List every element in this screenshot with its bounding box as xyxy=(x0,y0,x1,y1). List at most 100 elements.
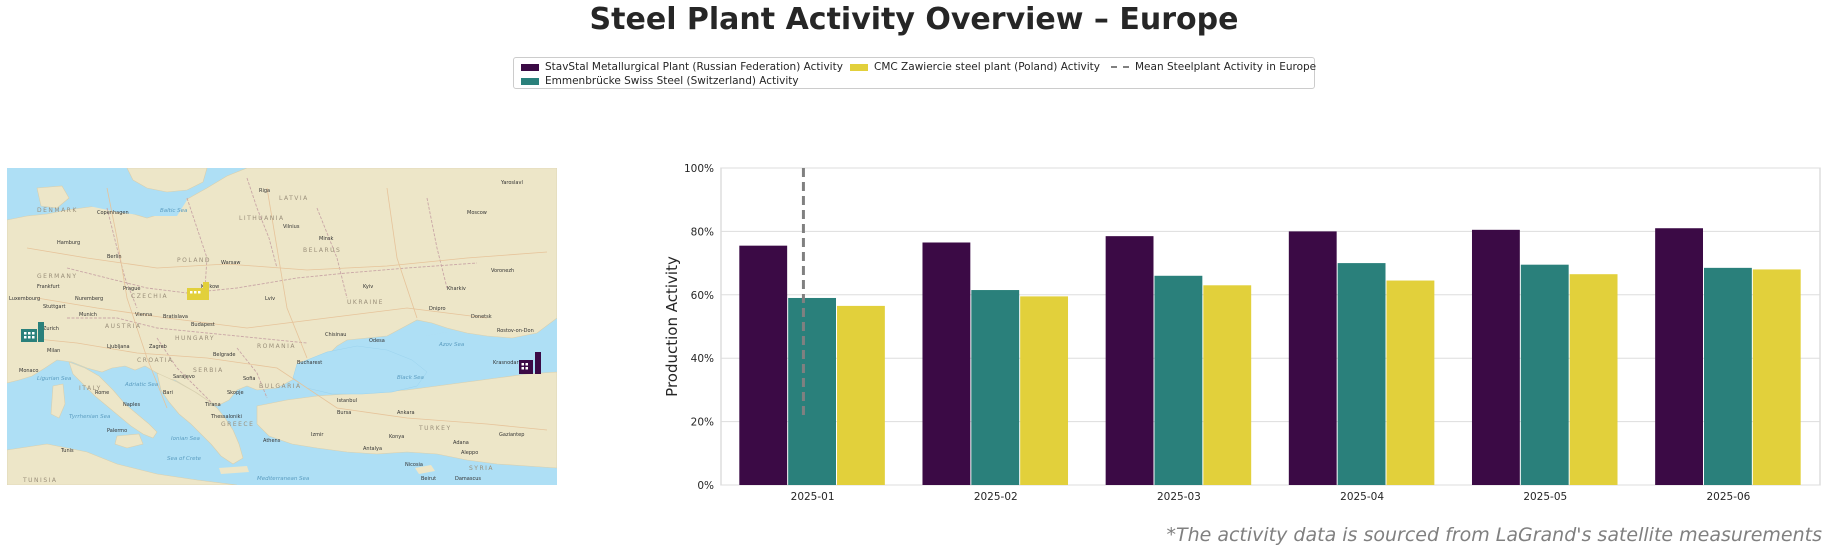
map-label-country: POLAND xyxy=(177,257,211,264)
map-label-city: Nicosia xyxy=(405,462,423,468)
map-label-city: Luxembourg xyxy=(9,296,40,302)
legend-swatch-zawiercie xyxy=(850,63,868,71)
bar-2025-01-stavstal xyxy=(739,245,788,485)
map-label-sea: Ionian Sea xyxy=(171,436,200,442)
map-label-country: LATVIA xyxy=(279,195,309,202)
map-label-city: Zagreb xyxy=(149,344,167,350)
map-label-city: Milan xyxy=(47,348,60,354)
map-label-city: Minsk xyxy=(319,236,333,242)
map-label-sea: Sea of Crete xyxy=(167,456,202,462)
map-label-city: Belgrade xyxy=(213,352,235,358)
map-label-country: TURKEY xyxy=(418,425,452,432)
map-label-city: Aleppo xyxy=(461,450,478,456)
map-label-city: Bratislava xyxy=(163,314,188,320)
x-tick-label: 2025-06 xyxy=(1706,491,1750,503)
map-land-sardinia xyxy=(50,383,66,419)
map-label-country: BULGARIA xyxy=(259,383,302,390)
map-label-city: Palermo xyxy=(107,428,127,434)
map-sea-labels: Baltic Sea Black Sea Azov Sea Tyrrhenian… xyxy=(37,208,465,482)
map-land-north-africa xyxy=(7,443,238,485)
map-label-sea: Mediterranean Sea xyxy=(257,476,310,482)
map-label-country: ROMANIA xyxy=(257,343,296,350)
map-label-country: SERBIA xyxy=(193,367,224,374)
map-label-sea: Ligurian Sea xyxy=(37,376,72,382)
bar-2025-06-zawiercie xyxy=(1752,269,1801,485)
map-label-city: Frankfurt xyxy=(37,284,60,290)
map-label-city: Nuremberg xyxy=(75,296,103,302)
legend-swatch-stavstal xyxy=(521,63,539,71)
map-label-city: Warsaw xyxy=(221,260,241,266)
map-label-city: Gaziantep xyxy=(499,432,524,438)
x-tick-label: 2025-04 xyxy=(1340,491,1384,503)
map-land-scandinavia xyxy=(126,168,208,193)
bar-2025-04-zawiercie xyxy=(1386,280,1435,485)
map-label-city: Krakow xyxy=(201,284,219,290)
factory-icon-chimney xyxy=(38,322,44,342)
bar-2025-06-emmenbrucke xyxy=(1703,267,1752,485)
bar-2025-01-emmenbrucke xyxy=(788,297,837,485)
map-label-country: HUNGARY xyxy=(175,335,215,342)
map-label-city: Ankara xyxy=(397,410,415,416)
map-label-country: CZECHIA xyxy=(131,293,168,300)
map-label-city: Moscow xyxy=(467,210,487,216)
map-label-country: CROATIA xyxy=(137,357,174,364)
map-label-city: Rome xyxy=(95,390,109,396)
map-label-city: Skopje xyxy=(227,390,244,396)
x-tick-label: 2025-03 xyxy=(1157,491,1201,503)
bar-2025-05-stavstal xyxy=(1471,229,1520,485)
map-label-country: LITHUANIA xyxy=(239,215,285,222)
map-label-city: Budapest xyxy=(191,322,215,328)
x-tick-labels: 2025-01 2025-02 2025-03 2025-04 2025-05 2025-… xyxy=(791,491,1751,503)
bars xyxy=(739,228,1801,486)
map-label-city: Berlin xyxy=(107,254,122,260)
x-tick-label: 2025-05 xyxy=(1523,491,1567,503)
factory-icon-chimney xyxy=(535,352,541,374)
x-tick-label: 2025-02 xyxy=(974,491,1018,503)
legend-label-zawiercie: CMC Zawiercie steel plant (Poland) Activ… xyxy=(874,61,1100,73)
map-label-country: AUSTRIA xyxy=(105,323,142,330)
legend-dash-mean xyxy=(1111,66,1129,68)
map-label-city: Naples xyxy=(123,402,140,408)
map-label-city: Adana xyxy=(453,440,469,446)
bar-2025-04-stavstal xyxy=(1288,231,1337,485)
legend-label-emmenbrucke: Emmenbrücke Swiss Steel (Switzerland) Ac… xyxy=(545,75,799,87)
bar-2025-01-zawiercie xyxy=(837,305,885,485)
y-tick-label: 20% xyxy=(691,417,714,429)
y-tick-label: 80% xyxy=(691,226,714,238)
map-label-city: Monaco xyxy=(19,368,38,374)
europe-map: Baltic Sea Black Sea Azov Sea Tyrrhenian… xyxy=(7,168,557,485)
map-roads xyxy=(26,187,548,431)
map-label-city: Tunis xyxy=(60,448,74,454)
bar-2025-03-zawiercie xyxy=(1203,285,1252,485)
map-label-sea: Tyrrhenian Sea xyxy=(69,414,111,420)
factory-icon-chimney xyxy=(203,282,209,300)
map-city-labels: Riga Yaroslavl Copenhagen Moscow Vilnius… xyxy=(9,180,534,482)
map-label-city: Zurich xyxy=(43,326,59,332)
legend-item-zawiercie: CMC Zawiercie steel plant (Poland) Activ… xyxy=(850,61,1100,74)
map-label-city: Dnipro xyxy=(429,306,446,312)
map-label-city: Stuttgart xyxy=(43,304,66,310)
map-label-city: Istanbul xyxy=(337,398,357,404)
marker-cmc-zawiercie xyxy=(187,282,209,300)
map-label-country: ITALY xyxy=(79,385,102,392)
legend-label-stavstal: StavStal Metallurgical Plant (Russian Fe… xyxy=(545,61,843,73)
map-label-city: Sofia xyxy=(243,376,255,382)
map-label-city: Izmir xyxy=(311,432,324,438)
map-label-sea: Azov Sea xyxy=(438,342,465,348)
map-label-city: Vilnius xyxy=(283,224,300,230)
map-label-city: Voronezh xyxy=(491,268,514,274)
y-axis-label: Production Activity xyxy=(663,256,681,397)
legend-swatch-emmenbrucke xyxy=(521,77,539,85)
legend-item-emmenbrucke: Emmenbrücke Swiss Steel (Switzerland) Ac… xyxy=(521,75,799,88)
y-tick-label: 60% xyxy=(691,290,714,302)
y-tick-label: 40% xyxy=(691,353,714,365)
y-tick-label: 0% xyxy=(697,480,714,492)
map-label-city: Vienna xyxy=(135,312,152,318)
bar-2025-03-stavstal xyxy=(1105,236,1154,485)
bar-2025-02-emmenbrucke xyxy=(971,290,1020,485)
map-land-denmark xyxy=(36,185,70,209)
map-label-city: Sarajevo xyxy=(173,374,195,380)
map-label-city: Ljubljana xyxy=(107,344,130,350)
map-label-city: Beirut xyxy=(421,476,436,482)
